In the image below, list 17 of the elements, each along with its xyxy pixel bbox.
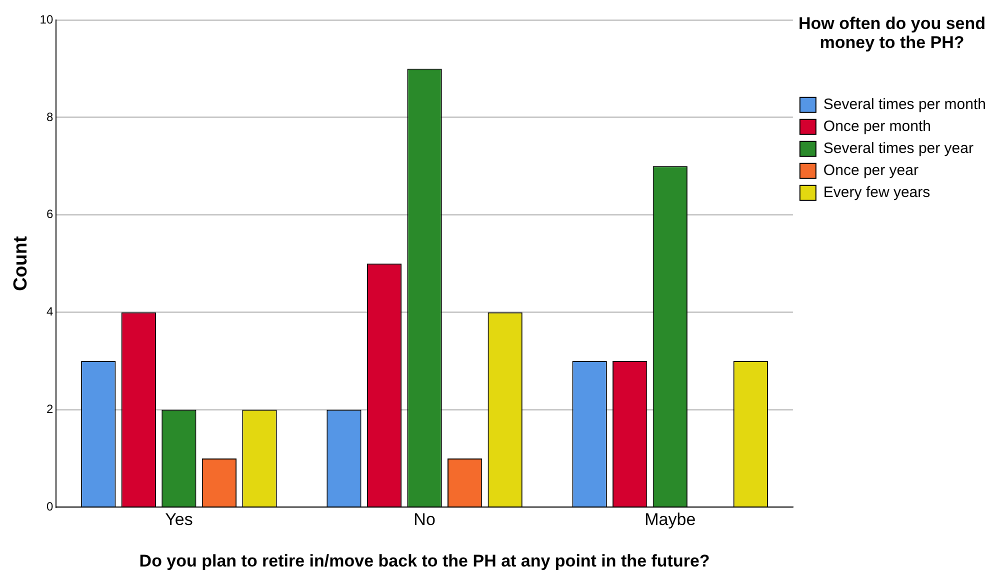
y-tick-label: 10 (40, 12, 54, 26)
legend-label: Once per year (823, 162, 918, 180)
legend-label: Every few years (823, 184, 930, 202)
legend-label: Several times per year (823, 140, 974, 158)
x-tick-label: No (414, 510, 436, 530)
y-tick-label: 4 (46, 304, 54, 319)
y-tick-label: 0 (46, 500, 54, 514)
x-axis-title: Do you plan to retire in/move back to the PH at any point in the future? (139, 551, 710, 570)
y-tick-label: 6 (46, 207, 54, 222)
x-tick-label: Maybe (644, 510, 696, 530)
legend-title: How often do you send money to the PH? (798, 14, 986, 52)
y-tick-label: 2 (46, 402, 54, 416)
legend-label: Once per month (823, 118, 931, 136)
y-tick-label: 8 (46, 110, 54, 124)
y-axis-title: Count (10, 236, 32, 292)
x-tick-label: Yes (165, 510, 193, 530)
legend-label: Several times per month (823, 96, 986, 114)
